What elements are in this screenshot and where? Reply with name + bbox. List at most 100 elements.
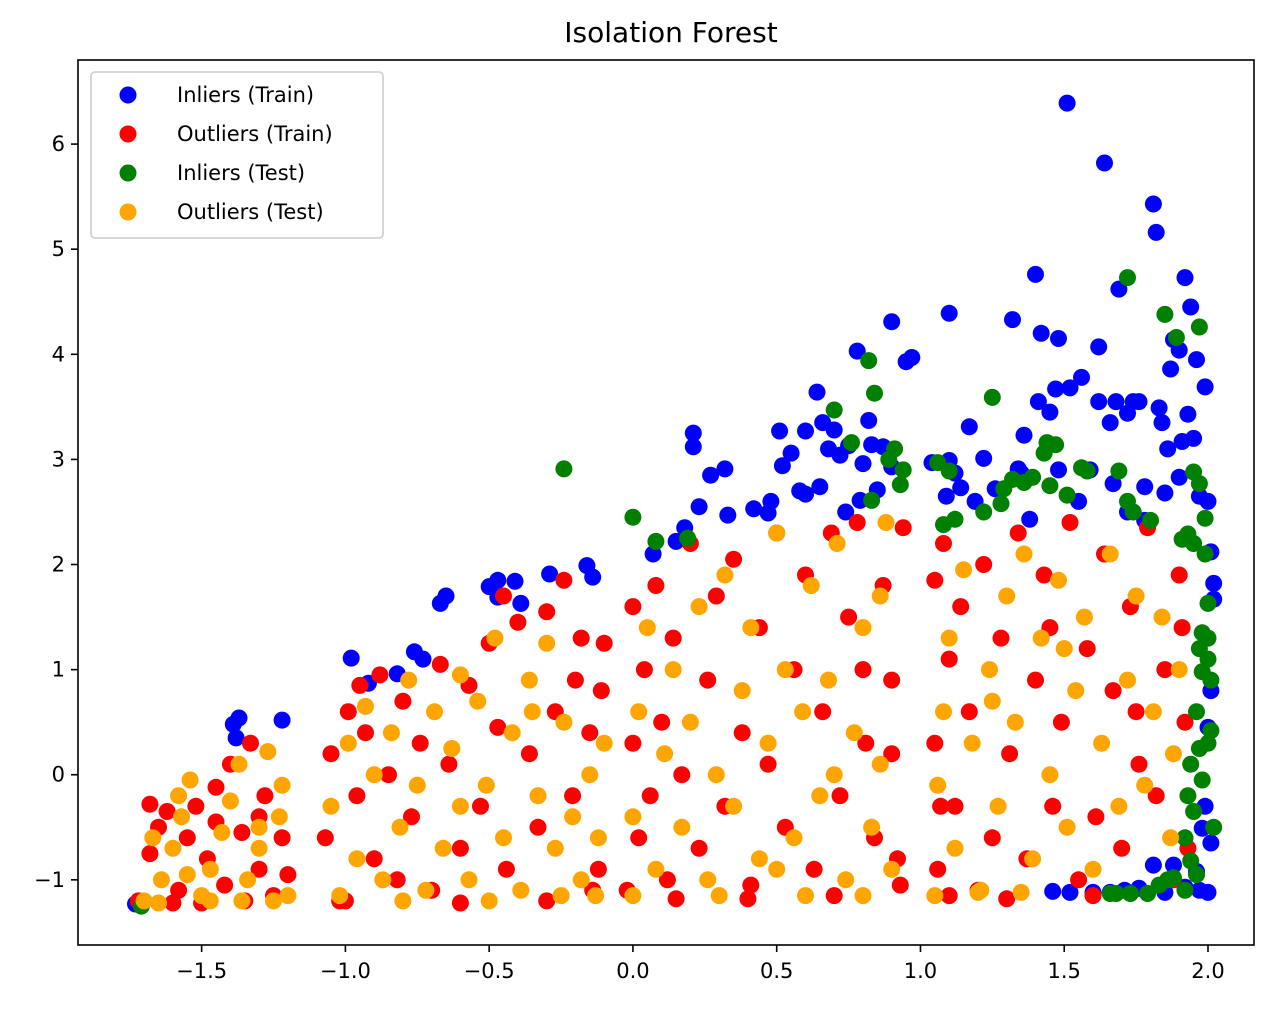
legend-box — [90, 71, 384, 239]
point-0-86 — [1107, 393, 1125, 411]
point-1-77 — [690, 839, 708, 857]
point-0-63 — [952, 479, 970, 497]
y-axis: −1 0 1 2 3 4 5 6 — [34, 132, 78, 892]
point-3-30 — [374, 871, 392, 889]
point-3-77 — [733, 682, 751, 700]
point-3-124 — [1101, 545, 1119, 563]
point-1-138 — [1156, 661, 1174, 679]
point-3-58 — [394, 892, 412, 910]
point-0-28 — [716, 460, 734, 478]
y-tick-label-5: 4 — [52, 342, 65, 366]
point-1-5 — [178, 829, 196, 847]
point-1-39 — [440, 755, 458, 773]
point-0-100 — [1170, 468, 1188, 486]
point-1-115 — [960, 703, 978, 721]
point-3-16 — [273, 776, 291, 794]
point-3-134 — [1012, 883, 1030, 901]
point-0-102 — [1176, 269, 1194, 287]
y-tick-label-0: −1 — [34, 868, 65, 892]
point-1-12 — [242, 734, 259, 752]
point-2-59 — [1193, 771, 1211, 789]
point-3-13 — [259, 743, 277, 761]
point-3-66 — [638, 619, 656, 637]
point-1-144 — [1084, 887, 1102, 905]
point-3-33 — [400, 671, 418, 689]
point-2-47 — [1199, 594, 1217, 612]
point-0-64 — [960, 418, 978, 436]
point-2-2 — [624, 508, 642, 526]
point-3-12 — [250, 839, 268, 857]
point-2-16 — [940, 462, 958, 480]
point-2-29 — [1058, 486, 1076, 504]
point-1-48 — [529, 818, 547, 836]
point-3-51 — [555, 713, 573, 731]
point-0-91 — [1136, 478, 1154, 496]
point-3-99 — [854, 887, 872, 905]
point-1-49 — [538, 603, 556, 621]
point-1-60 — [538, 892, 556, 910]
point-3-55 — [589, 829, 607, 847]
point-0-78 — [1061, 379, 1079, 397]
point-3-48 — [529, 787, 547, 805]
point-1-147 — [932, 797, 950, 815]
point-0-16 — [506, 572, 524, 590]
point-2-58 — [1182, 755, 1200, 773]
point-0-3 — [230, 709, 248, 727]
series-1 — [129, 514, 1197, 912]
point-1-29 — [357, 724, 374, 742]
point-3-7 — [201, 860, 219, 878]
point-1-11 — [233, 824, 251, 841]
point-1-118 — [983, 829, 1001, 847]
point-3-34 — [408, 776, 426, 794]
point-3-108 — [963, 734, 981, 752]
point-3-76 — [725, 797, 743, 815]
point-0-61 — [940, 304, 958, 322]
point-1-38 — [431, 655, 449, 673]
point-0-92 — [1144, 195, 1162, 213]
point-1-83 — [742, 876, 760, 894]
point-0-77 — [1050, 330, 1067, 347]
point-3-130 — [1153, 608, 1171, 626]
point-3-5 — [181, 771, 199, 789]
point-1-24 — [316, 829, 334, 847]
point-2-65 — [1188, 866, 1205, 884]
point-3-100 — [768, 860, 786, 878]
point-2-54 — [1188, 703, 1205, 721]
point-0-14 — [489, 571, 507, 589]
point-3-59 — [480, 892, 498, 910]
point-3-135 — [969, 883, 987, 901]
legend-label-3: Outliers (Test) — [177, 200, 324, 224]
point-3-98 — [710, 887, 728, 905]
point-1-78 — [699, 671, 717, 689]
point-2-19 — [983, 388, 1001, 406]
point-2-5 — [825, 401, 843, 419]
point-1-65 — [624, 598, 642, 616]
point-0-129 — [1061, 883, 1079, 901]
point-3-89 — [837, 871, 855, 889]
point-3-137 — [983, 692, 1001, 710]
point-2-60 — [1179, 787, 1197, 805]
point-3-44 — [495, 829, 512, 847]
point-1-132 — [1104, 682, 1122, 700]
point-1-67 — [624, 734, 642, 752]
point-0-111 — [1205, 574, 1223, 592]
point-0-90 — [1130, 393, 1148, 411]
point-2-17 — [946, 510, 964, 528]
point-1-34 — [394, 692, 412, 710]
point-0-4 — [273, 711, 291, 729]
point-2-67 — [1176, 881, 1194, 899]
point-3-14 — [270, 808, 288, 826]
point-1-113 — [946, 797, 964, 815]
point-0-47 — [848, 342, 866, 360]
point-2-24 — [1024, 468, 1042, 486]
point-1-82 — [733, 724, 751, 742]
point-3-82 — [776, 661, 794, 679]
point-1-8 — [207, 778, 225, 796]
point-0-30 — [745, 500, 763, 518]
point-2-43 — [1190, 475, 1208, 493]
point-3-115 — [1024, 850, 1042, 868]
point-1-95 — [848, 514, 866, 531]
point-1-96 — [857, 734, 875, 752]
point-3-35 — [417, 881, 435, 899]
point-2-28 — [1047, 436, 1065, 454]
